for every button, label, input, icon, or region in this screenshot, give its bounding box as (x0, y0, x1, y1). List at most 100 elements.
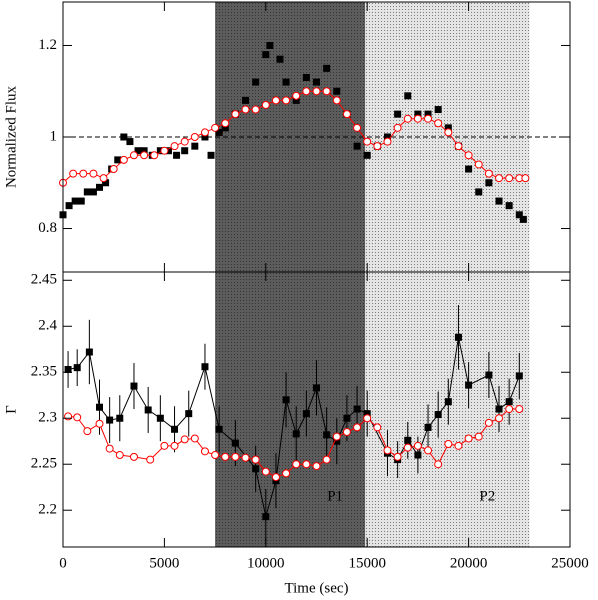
data-point (221, 452, 230, 461)
data-point (156, 147, 164, 155)
y-axis-label: Normalized Flux (3, 85, 19, 188)
data-point (73, 364, 81, 372)
data-point (383, 446, 392, 455)
data-point (231, 452, 240, 461)
x-tick-label: 10000 (247, 555, 285, 571)
data-point (495, 174, 504, 183)
data-point (181, 147, 189, 155)
data-point (211, 451, 220, 460)
data-point (221, 119, 230, 128)
data-point (373, 423, 382, 432)
data-point (495, 197, 503, 205)
x-axis-label: Time (sec) (284, 580, 348, 596)
data-point (79, 169, 88, 178)
data-point (342, 110, 351, 119)
data-point (215, 425, 223, 433)
data-point (200, 128, 209, 137)
data-point (302, 87, 311, 96)
data-point (150, 151, 159, 160)
data-point (403, 443, 412, 452)
data-point (424, 114, 433, 123)
data-point (383, 133, 391, 141)
data-point (105, 444, 114, 453)
data-point (173, 151, 181, 159)
data-point (444, 124, 452, 132)
region-label: P1 (327, 488, 343, 504)
data-point (160, 146, 169, 155)
data-point (454, 142, 463, 151)
data-point (495, 414, 504, 423)
data-point (363, 137, 372, 146)
x-tick-label: 5000 (149, 555, 179, 571)
y-tick-label: 2.3 (38, 410, 57, 426)
data-point (180, 435, 189, 444)
data-point (89, 188, 97, 196)
data-point (424, 446, 433, 455)
data-point (180, 137, 189, 146)
data-point (414, 451, 422, 459)
data-point (302, 74, 310, 82)
data-point (77, 197, 85, 205)
data-point (191, 142, 199, 150)
data-point (201, 133, 209, 141)
data-point (343, 414, 351, 422)
data-point (505, 202, 513, 210)
y-tick-label: 2.25 (31, 456, 57, 472)
data-point (333, 87, 341, 95)
y-tick-label: 1.2 (38, 37, 57, 53)
data-point (434, 106, 442, 114)
data-point (342, 428, 351, 437)
data-point (83, 427, 92, 436)
data-point (215, 128, 223, 136)
data-point (64, 365, 72, 373)
data-point (271, 473, 280, 482)
data-point (434, 119, 443, 128)
data-point (465, 165, 473, 173)
data-point (444, 128, 453, 137)
y-axis-label: Γ (3, 405, 19, 414)
data-point (302, 460, 311, 469)
data-point (134, 147, 142, 155)
data-point (130, 382, 138, 390)
data-point (271, 96, 280, 105)
data-point (383, 137, 392, 146)
region-texture (365, 272, 530, 547)
data-point (323, 64, 331, 72)
region-label: P2 (479, 488, 495, 504)
data-point (160, 441, 169, 450)
data-point (465, 381, 473, 389)
data-point (413, 441, 422, 450)
data-point (333, 437, 341, 445)
data-point (262, 51, 270, 59)
data-point (322, 87, 331, 96)
data-point (207, 151, 215, 159)
data-point (515, 372, 523, 380)
data-point (353, 123, 362, 132)
data-point (322, 455, 331, 464)
data-point (190, 434, 199, 443)
y-tick-label: 2.45 (31, 272, 57, 288)
data-point (363, 151, 371, 159)
data-point (241, 105, 250, 114)
data-point (114, 156, 122, 164)
data-point (424, 423, 432, 431)
data-point (454, 333, 462, 341)
data-point (89, 169, 98, 178)
data-point (353, 405, 361, 413)
y-tick-label: 2.2 (38, 502, 57, 518)
data-point (363, 414, 372, 423)
data-point (171, 425, 179, 433)
y-tick-label: 2.4 (38, 318, 57, 334)
data-point (266, 41, 274, 49)
data-point (484, 169, 493, 178)
data-point (404, 92, 412, 100)
data-point (146, 455, 155, 464)
data-point (464, 434, 473, 443)
x-tick-label: 20000 (450, 555, 488, 571)
y-tick-label: 1 (50, 128, 58, 144)
y-tick-label: 0.8 (38, 220, 57, 236)
data-point (394, 110, 402, 118)
data-point (126, 138, 134, 146)
data-point (474, 160, 483, 169)
data-point (201, 363, 209, 371)
